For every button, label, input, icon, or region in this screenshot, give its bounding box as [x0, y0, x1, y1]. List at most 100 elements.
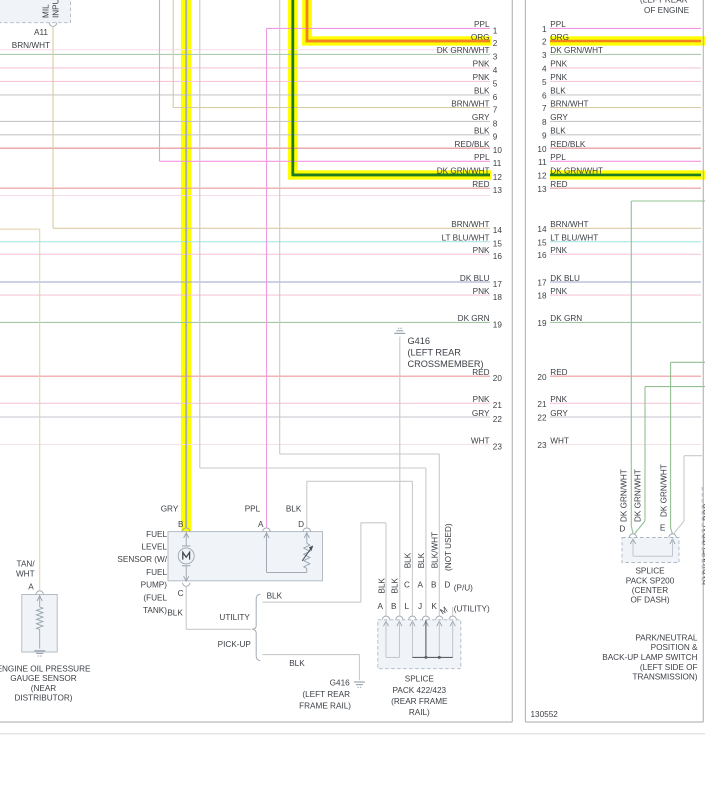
svg-text:BLK: BLK: [391, 577, 400, 593]
svg-text:PARK/NEUTRAL: PARK/NEUTRAL: [635, 633, 698, 642]
svg-text:12: 12: [493, 173, 503, 182]
svg-text:D: D: [298, 520, 304, 529]
svg-text:C: C: [404, 581, 410, 590]
svg-text:BRN/WHT: BRN/WHT: [12, 41, 50, 50]
svg-text:PPL: PPL: [550, 20, 566, 29]
svg-text:M: M: [438, 605, 449, 616]
svg-text:RED: RED: [550, 180, 567, 189]
svg-text:(NEAR: (NEAR: [31, 684, 57, 693]
svg-text:(LEFT REAR: (LEFT REAR: [302, 690, 350, 699]
svg-text:BRN/WHT: BRN/WHT: [550, 99, 588, 108]
svg-text:PNK: PNK: [550, 287, 567, 296]
svg-text:G416: G416: [330, 679, 350, 688]
svg-text:BACK-UP LAMP SWITCH: BACK-UP LAMP SWITCH: [602, 653, 697, 662]
svg-text:A: A: [378, 602, 384, 611]
svg-text:G416: G416: [408, 336, 430, 346]
svg-text:FUEL: FUEL: [146, 568, 167, 577]
svg-text:DK GRN/WHT: DK GRN/WHT: [660, 464, 669, 517]
svg-text:DK GRN/WHT: DK GRN/WHT: [437, 167, 490, 176]
svg-text:22: 22: [537, 414, 547, 423]
svg-text:PNK: PNK: [550, 395, 567, 404]
svg-text:D: D: [619, 525, 625, 534]
svg-text:1: 1: [542, 25, 547, 34]
svg-text:BLK: BLK: [404, 552, 413, 568]
svg-text:RED: RED: [472, 368, 489, 377]
svg-text:WHT: WHT: [16, 570, 35, 579]
svg-text:FRAME RAIL): FRAME RAIL): [299, 701, 351, 710]
svg-text:BLK: BLK: [267, 591, 283, 600]
svg-text:CROSSMEMBER): CROSSMEMBER): [408, 359, 484, 369]
svg-text:DK GRN/WHT: DK GRN/WHT: [437, 46, 490, 55]
svg-text:2: 2: [542, 38, 547, 47]
svg-text:(REAR FRAME: (REAR FRAME: [391, 697, 448, 706]
svg-text:7: 7: [542, 104, 547, 113]
svg-text:17: 17: [537, 279, 547, 288]
svg-text:(CENTER: (CENTER: [632, 586, 668, 595]
svg-text:130552: 130552: [531, 710, 559, 719]
svg-text:11: 11: [493, 159, 502, 168]
svg-text:(P/U): (P/U): [454, 584, 473, 593]
svg-text:19: 19: [537, 319, 547, 328]
svg-text:WHT: WHT: [471, 436, 490, 445]
svg-text:14: 14: [537, 225, 547, 234]
svg-text:TAN/: TAN/: [17, 560, 36, 569]
svg-text:LT BLU/WHT: LT BLU/WHT: [550, 234, 598, 243]
svg-text:PNK: PNK: [550, 60, 567, 69]
svg-text:PARK/NEUTRAL POS: PARK/NEUTRAL POS: [703, 503, 705, 585]
svg-text:BLK: BLK: [167, 608, 183, 617]
svg-text:BLK: BLK: [417, 552, 426, 568]
svg-text:17: 17: [493, 280, 503, 289]
svg-text:11: 11: [538, 158, 547, 167]
svg-text:SPLICE: SPLICE: [405, 675, 435, 684]
svg-text:PNK: PNK: [473, 60, 490, 69]
svg-text:6: 6: [493, 93, 498, 102]
svg-text:BLK: BLK: [377, 577, 386, 593]
svg-text:FUEL: FUEL: [146, 530, 167, 539]
svg-text:GRY: GRY: [161, 504, 179, 513]
svg-text:BRN/WHT: BRN/WHT: [451, 99, 489, 108]
svg-text:(UTILITY): (UTILITY): [454, 605, 490, 614]
svg-text:21: 21: [493, 401, 503, 410]
svg-text:WHT: WHT: [550, 436, 569, 445]
svg-text:PACK 422/423: PACK 422/423: [393, 686, 447, 695]
svg-text:DK BLU: DK BLU: [550, 274, 580, 283]
svg-text:9: 9: [493, 133, 498, 142]
svg-text:RAIL): RAIL): [409, 708, 430, 717]
svg-text:GRY: GRY: [472, 113, 490, 122]
svg-text:RED: RED: [550, 368, 567, 377]
svg-text:BRN/WHT: BRN/WHT: [451, 220, 489, 229]
svg-text:(LEFT SIDE OF: (LEFT SIDE OF: [640, 663, 698, 672]
svg-text:DK GRN: DK GRN: [550, 314, 582, 323]
svg-text:6: 6: [542, 92, 547, 101]
svg-text:BLK: BLK: [474, 87, 490, 96]
svg-text:TRANSMISSION): TRANSMISSION): [632, 673, 697, 682]
svg-text:PNK: PNK: [473, 287, 490, 296]
svg-text:8: 8: [493, 119, 498, 128]
svg-text:13: 13: [537, 185, 547, 194]
svg-text:GRY: GRY: [550, 113, 568, 122]
svg-text:DK BLU: DK BLU: [460, 274, 490, 283]
svg-text:TANK): TANK): [143, 606, 167, 615]
svg-text:DK GRN/WHT: DK GRN/WHT: [634, 469, 643, 522]
svg-text:18: 18: [493, 293, 503, 302]
svg-text:2: 2: [493, 39, 498, 48]
svg-text:B: B: [391, 602, 397, 611]
svg-text:PNK: PNK: [473, 395, 490, 404]
svg-text:3: 3: [493, 52, 498, 61]
svg-text:B: B: [431, 581, 437, 590]
svg-text:E: E: [660, 524, 666, 533]
svg-text:LT BLU/WHT: LT BLU/WHT: [442, 234, 490, 243]
svg-text:PUMP): PUMP): [141, 581, 168, 590]
svg-text:5: 5: [542, 78, 547, 87]
svg-text:PPL: PPL: [550, 153, 566, 162]
svg-text:21: 21: [537, 400, 547, 409]
svg-text:A11: A11: [34, 28, 48, 37]
svg-text:BLK: BLK: [550, 87, 566, 96]
svg-text:OF ENGINE: OF ENGINE: [644, 6, 690, 15]
svg-text:DK GRN/WHT: DK GRN/WHT: [550, 46, 603, 55]
svg-text:BLK/WHT: BLK/WHT: [431, 532, 440, 568]
svg-text:ENGINE OIL PRESSURE: ENGINE OIL PRESSURE: [0, 665, 91, 674]
svg-text:A: A: [418, 581, 424, 590]
svg-text:8: 8: [542, 118, 547, 127]
svg-text:DK GRN: DK GRN: [458, 314, 490, 323]
